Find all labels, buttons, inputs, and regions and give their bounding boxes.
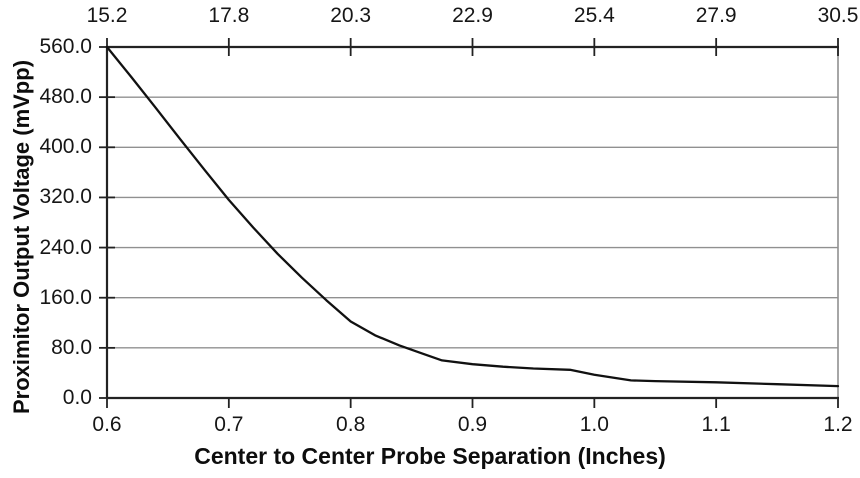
- y-tick-label: 0.0: [62, 386, 92, 409]
- x-tick-label: 0.8: [336, 413, 366, 436]
- y-axis-title: Proximitor Output Voltage (mVpp): [9, 59, 34, 415]
- x-tick-label: 0.6: [92, 413, 122, 436]
- top-tick-label: 27.9: [695, 4, 737, 27]
- x-axis-title: Center to Center Probe Separation (Inche…: [194, 443, 666, 469]
- y-tick-label: 560.0: [39, 35, 92, 58]
- x-tick-label: 0.9: [457, 413, 488, 436]
- y-tick-label: 160.0: [39, 285, 92, 309]
- y-tick-label: 240.0: [39, 235, 92, 259]
- series-line: [105, 45, 840, 388]
- x-tick-label: 1.2: [823, 413, 853, 436]
- x-tick-label: 1.1: [701, 413, 731, 436]
- y-tick-label: 480.0: [39, 85, 92, 109]
- x-tick-label: 1.0: [579, 413, 609, 436]
- top-tick-label: 20.3: [330, 4, 372, 27]
- top-tick-label: 30.5: [817, 4, 859, 27]
- top-tick-label: 22.9: [452, 4, 493, 27]
- y-tick-label: 400.0: [39, 135, 92, 159]
- y-tick-label: 80.0: [51, 335, 92, 359]
- top-tick-label: 15.2: [86, 4, 128, 27]
- x-tick-label: 0.7: [214, 413, 244, 436]
- top-tick-label: 17.8: [208, 4, 250, 27]
- top-tick-label: 25.4: [573, 4, 615, 27]
- y-tick-label: 320.0: [39, 185, 92, 209]
